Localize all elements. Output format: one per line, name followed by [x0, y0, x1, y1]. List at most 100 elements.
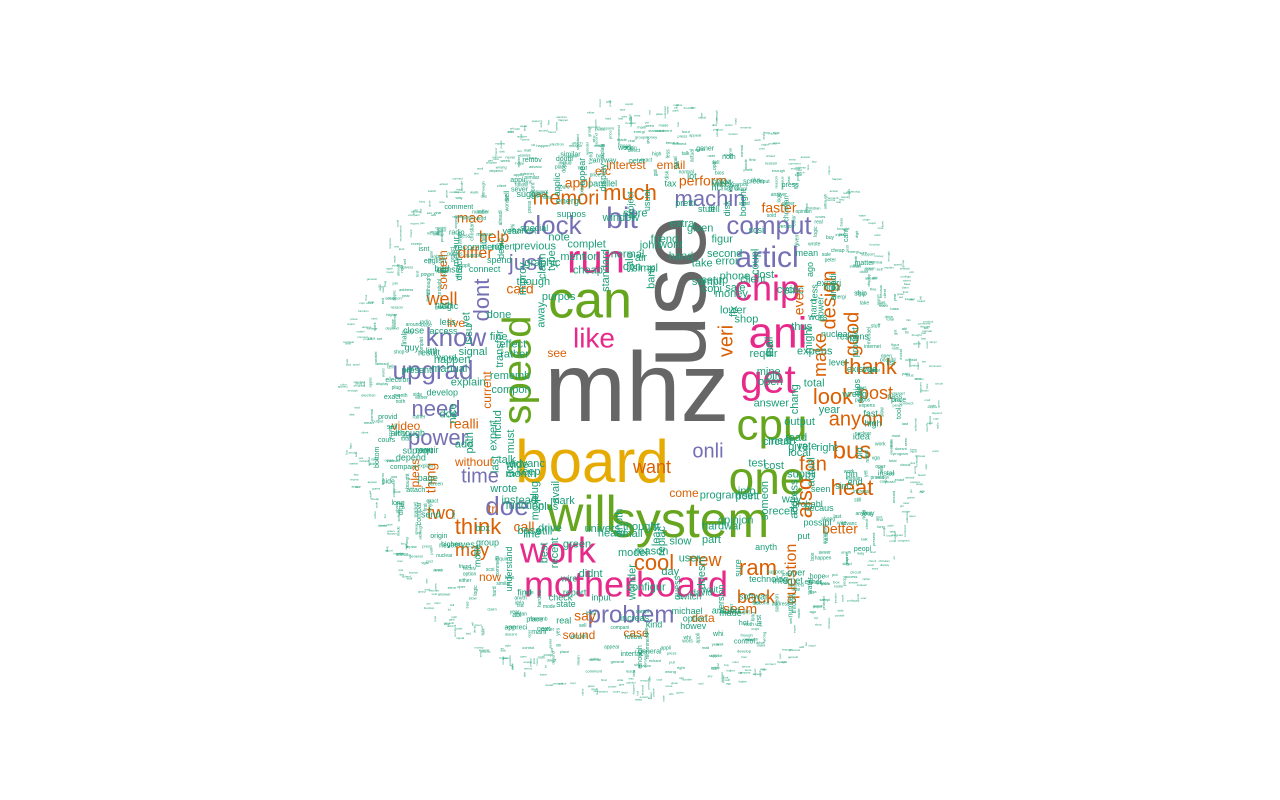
filler-word: note: [345, 359, 349, 365]
filler-word: slow: [879, 407, 885, 417]
word-happen: happen: [434, 354, 471, 366]
filler-word: last: [924, 326, 929, 330]
word-just: just: [508, 250, 543, 275]
filler-word: wrong: [913, 465, 917, 474]
word-softwar: softwar: [739, 591, 768, 601]
word-thank: thank: [843, 354, 898, 379]
word-path: path: [464, 432, 476, 453]
word-access: access: [429, 326, 458, 336]
filler-word: provid: [349, 450, 358, 454]
filler-word: circuit: [698, 116, 706, 120]
filler-word: answer: [438, 591, 452, 596]
word-becaus: becaus: [805, 503, 835, 513]
filler-word: technolog: [847, 189, 860, 193]
filler-word: next: [519, 134, 523, 140]
word-recent: recent: [549, 538, 561, 569]
filler-word: simpl: [929, 340, 936, 344]
filler-word: english: [893, 531, 897, 541]
filler-word: tax: [648, 696, 653, 700]
word-improv: improv: [517, 262, 529, 296]
filler-word: opinion: [796, 209, 812, 215]
word-wont: wont: [658, 239, 682, 251]
filler-word: real: [628, 138, 635, 143]
filler-word: address: [772, 601, 790, 607]
word-sinc: sinc: [784, 284, 804, 296]
filler-word: dos: [910, 461, 915, 465]
filler-word: air: [501, 647, 504, 651]
filler-word: path: [449, 617, 455, 621]
filler-word: drive: [428, 200, 432, 207]
filler-word: claim: [581, 688, 585, 696]
filler-word: hour: [529, 155, 538, 160]
word-question: question: [783, 544, 800, 605]
filler-word: given: [936, 400, 940, 408]
word-sold: sold: [856, 387, 866, 404]
word-claim: claim: [536, 253, 548, 279]
filler-word: wonder: [429, 588, 439, 592]
word-least: least: [650, 523, 662, 546]
filler-word: shop: [394, 350, 405, 356]
filler-word: version: [392, 263, 402, 267]
filler-word: least: [586, 610, 597, 616]
filler-word: wrong: [496, 164, 507, 169]
filler-word: tool: [636, 690, 640, 695]
word-product: product: [850, 327, 860, 358]
word-higher: higher: [441, 542, 461, 549]
filler-word: sell: [402, 259, 407, 265]
filler-word: copi: [657, 678, 663, 682]
word-machin: machin: [675, 186, 746, 211]
word-don: don: [623, 261, 641, 273]
word-want: want: [632, 457, 671, 477]
filler-word: understand: [396, 553, 411, 557]
word-first: first: [756, 615, 763, 626]
word-direct: direct: [454, 258, 464, 281]
filler-word: gener: [782, 201, 795, 207]
filler-word: level: [621, 690, 628, 694]
word-figur: figur: [711, 234, 733, 246]
filler-word: wors: [872, 567, 879, 571]
filler-word: fast: [921, 336, 926, 340]
word-second: second: [707, 248, 742, 260]
filler-word: access: [362, 325, 372, 329]
word-slow: slow: [669, 535, 691, 547]
filler-word: sell: [788, 618, 793, 624]
filler-word: respons: [600, 125, 614, 130]
filler-words: model last cant transfer compar put hard buy pat…: [338, 99, 943, 701]
word-interfac: interfac: [621, 651, 644, 658]
word-although: although: [391, 428, 426, 438]
filler-word: sold: [767, 213, 776, 219]
word-put: put: [797, 531, 810, 541]
word-pass: pass: [887, 394, 902, 401]
filler-word: group: [635, 135, 646, 140]
filler-word: sell: [579, 623, 587, 629]
filler-word: send: [478, 650, 482, 657]
filler-word: scsi: [698, 681, 704, 685]
word-complet: complet: [567, 238, 606, 250]
filler-word: result: [916, 362, 920, 370]
word-even: even: [791, 285, 807, 315]
word-month: month: [506, 468, 537, 480]
filler-word: add: [799, 645, 804, 649]
word-wonder: wonder: [627, 564, 639, 601]
filler-word: word: [475, 216, 486, 222]
filler-word: cheap: [433, 232, 445, 237]
filler-word: last: [631, 669, 636, 676]
filler-word: function: [870, 243, 881, 247]
word-receiv: receiv: [769, 506, 799, 518]
filler-word: local: [886, 534, 893, 538]
word-michael: michael: [672, 606, 703, 616]
filler-word: less: [806, 164, 810, 170]
filler-word: peopl: [395, 430, 407, 436]
filler-word: alreadi: [498, 210, 504, 225]
filler-word: work: [372, 322, 377, 330]
word-graphic: graphic: [524, 257, 561, 269]
word-peter: peter: [629, 158, 646, 165]
word-develop: develop: [427, 388, 459, 398]
filler-word: includ: [629, 115, 633, 123]
filler-word: input: [733, 118, 737, 125]
filler-word: depend: [385, 325, 398, 330]
filler-word: isa: [623, 144, 629, 149]
filler-word: appreci: [480, 625, 484, 635]
filler-word: old: [872, 275, 877, 280]
